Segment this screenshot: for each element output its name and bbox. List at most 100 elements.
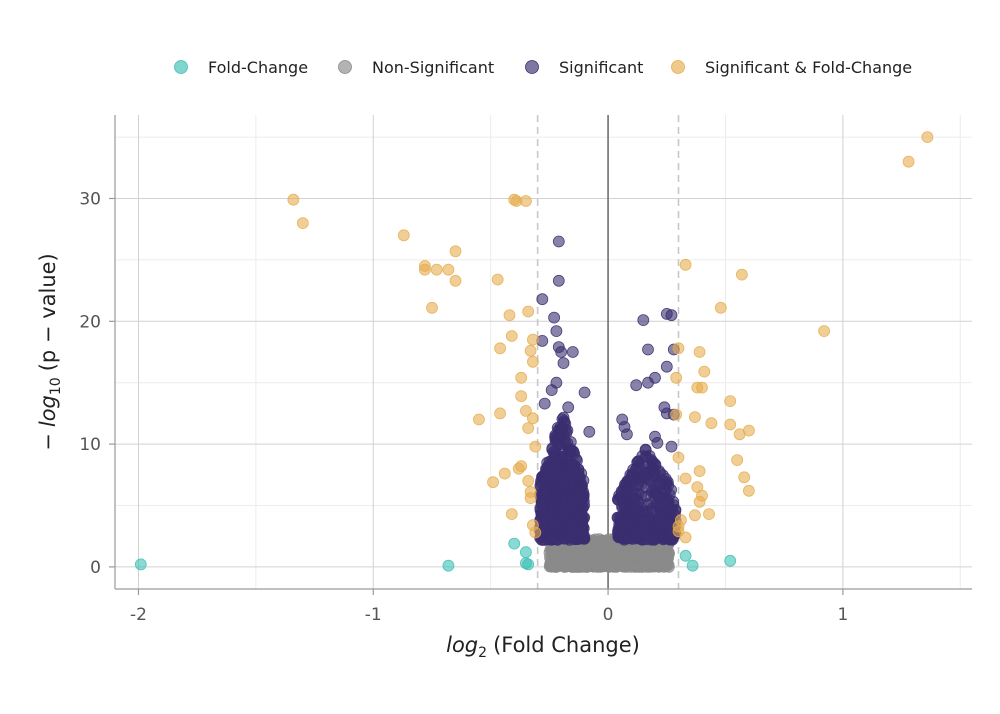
- point-significant: [550, 325, 563, 338]
- point-significant: [635, 525, 648, 538]
- point-significant-fold-change: [491, 273, 504, 286]
- point-significant: [564, 459, 577, 472]
- point-non-significant: [649, 558, 662, 571]
- point-non-significant: [593, 548, 605, 561]
- legend-item-significant: Significant: [525, 58, 643, 77]
- point-significant-fold-change: [743, 424, 755, 437]
- point-non-significant: [550, 551, 563, 563]
- point-significant: [642, 343, 654, 356]
- point-significant-fold-change: [296, 217, 309, 230]
- point-significant-fold-change: [515, 371, 528, 384]
- legend-label: Fold-Change: [208, 58, 308, 77]
- point-significant-fold-change: [696, 381, 708, 394]
- point-significant: [536, 502, 549, 515]
- point-significant-fold-change: [529, 440, 542, 453]
- point-significant-fold-change: [689, 411, 701, 424]
- point-significant-fold-change: [527, 333, 539, 346]
- point-non-significant: [577, 557, 590, 570]
- legend-swatch: [525, 60, 539, 74]
- y-tick-label: 0: [90, 558, 101, 578]
- point-significant-fold-change: [524, 492, 537, 505]
- point-significant-fold-change: [527, 355, 539, 368]
- point-significant: [568, 447, 580, 460]
- point-significant-fold-change: [693, 465, 706, 478]
- point-fold-change: [508, 537, 521, 550]
- point-significant-fold-change: [736, 268, 748, 281]
- point-significant-fold-change: [818, 325, 830, 338]
- point-significant-fold-change: [672, 451, 685, 464]
- point-significant: [558, 532, 571, 545]
- point-non-significant: [629, 560, 642, 573]
- point-significant: [545, 533, 557, 546]
- point-significant: [575, 510, 588, 522]
- point-significant: [631, 504, 643, 517]
- point-significant-fold-change: [679, 472, 692, 485]
- point-significant: [557, 357, 570, 370]
- point-significant-fold-change: [503, 309, 516, 322]
- point-significant-fold-change: [689, 509, 701, 522]
- point-significant: [548, 311, 560, 324]
- point-significant: [583, 425, 596, 438]
- point-significant: [546, 499, 559, 512]
- point-fold-change: [679, 549, 692, 562]
- point-significant-fold-change: [670, 408, 683, 421]
- point-significant-fold-change: [397, 229, 410, 242]
- point-significant: [552, 235, 565, 248]
- point-significant: [562, 401, 575, 414]
- point-significant: [651, 436, 664, 449]
- legend-swatch: [671, 60, 685, 74]
- point-significant: [551, 464, 563, 477]
- point-significant-fold-change: [505, 508, 518, 520]
- point-significant-fold-change: [703, 508, 715, 520]
- x-tick-label: 0: [603, 605, 614, 625]
- point-significant: [642, 376, 654, 389]
- legend-item-fold-change: Fold-Change: [174, 58, 308, 77]
- point-significant: [626, 492, 638, 505]
- point-significant: [624, 468, 637, 481]
- point-significant-fold-change: [287, 193, 300, 206]
- point-significant-fold-change: [442, 263, 455, 276]
- point-fold-change: [724, 554, 737, 567]
- point-significant-fold-change: [426, 301, 438, 314]
- point-significant: [562, 474, 575, 486]
- point-significant-fold-change: [902, 155, 915, 168]
- point-fold-change: [522, 558, 535, 571]
- legend-swatch: [338, 60, 352, 74]
- x-tick-label: -2: [130, 605, 147, 625]
- point-significant-fold-change: [498, 467, 511, 480]
- point-significant: [639, 444, 652, 457]
- y-tick-label: 10: [79, 435, 101, 455]
- point-significant-fold-change: [449, 274, 462, 287]
- point-significant-fold-change: [693, 495, 706, 508]
- point-significant-fold-change: [487, 476, 499, 489]
- y-axis-label: −log10(p − value): [36, 253, 64, 450]
- x-axis-ticks: -2 -1 0 1: [130, 589, 848, 625]
- point-significant-fold-change: [672, 342, 685, 355]
- data-points: [134, 131, 934, 573]
- point-significant-fold-change: [679, 531, 692, 544]
- point-significant-fold-change: [520, 195, 532, 207]
- point-significant: [578, 386, 591, 399]
- point-significant-fold-change: [670, 371, 683, 384]
- point-significant-fold-change: [430, 263, 443, 276]
- point-non-significant: [590, 559, 603, 572]
- point-fold-change: [134, 558, 147, 571]
- point-significant-fold-change: [494, 407, 507, 420]
- point-significant-fold-change: [449, 245, 462, 258]
- point-non-significant: [622, 551, 635, 564]
- point-significant-fold-change: [522, 474, 535, 487]
- point-significant: [612, 525, 624, 538]
- point-significant: [545, 384, 558, 397]
- x-tick-label: -1: [365, 605, 382, 625]
- point-significant: [538, 485, 550, 498]
- legend-label: Significant & Fold-Change: [705, 58, 912, 77]
- legend: Fold-Change Non-Significant Significant Sig…: [174, 58, 912, 77]
- point-significant: [552, 274, 565, 287]
- legend-label: Non-Significant: [372, 58, 494, 77]
- point-significant-fold-change: [522, 422, 535, 435]
- point-significant: [665, 440, 678, 453]
- point-significant-fold-change: [418, 263, 431, 276]
- point-significant-fold-change: [693, 346, 706, 358]
- x-axis-label: log2 (Fold Change): [446, 633, 640, 661]
- point-significant: [555, 428, 568, 441]
